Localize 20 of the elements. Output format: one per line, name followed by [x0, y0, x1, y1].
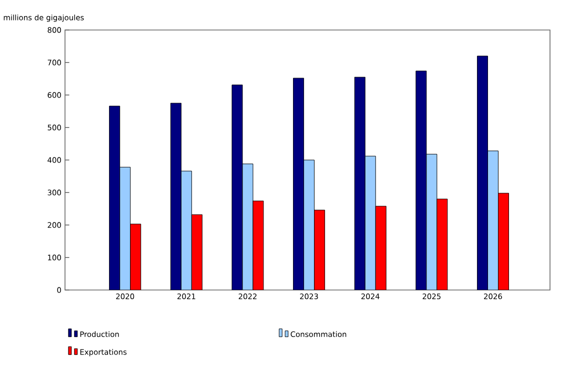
- bar: [498, 192, 509, 290]
- bar: [426, 154, 438, 290]
- bar: [304, 160, 315, 290]
- bar: [487, 150, 498, 290]
- bar: [354, 76, 366, 290]
- bar: [170, 102, 182, 290]
- bar: [191, 214, 202, 290]
- bar: [293, 78, 304, 290]
- bar: [436, 198, 448, 290]
- bar: [476, 56, 488, 290]
- bar: [120, 166, 131, 290]
- bar: [416, 70, 427, 290]
- bar: [314, 210, 326, 290]
- bar: [242, 164, 254, 290]
- bar: [130, 224, 142, 290]
- bar: [109, 106, 120, 290]
- bar: [364, 156, 376, 290]
- bar: [180, 170, 192, 290]
- bar: [232, 84, 243, 290]
- bar: [375, 206, 386, 290]
